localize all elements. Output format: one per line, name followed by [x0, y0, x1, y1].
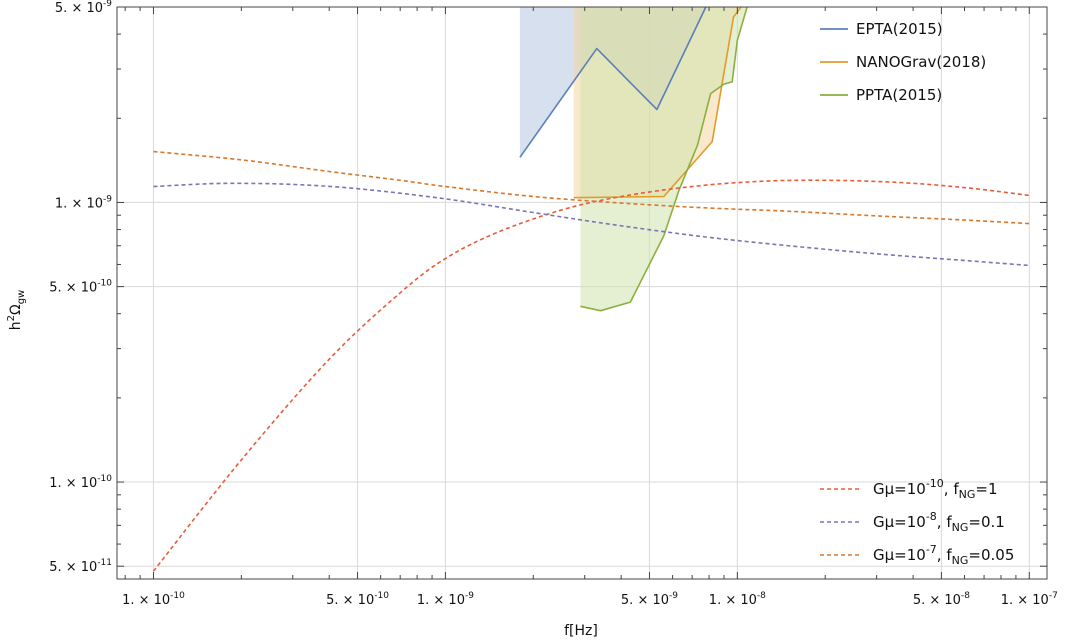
tick-mantissa: 5. × 10: [326, 593, 374, 608]
tick-exponent: -7: [1049, 591, 1058, 601]
x-tick-label: 1. × 10-7: [1001, 591, 1058, 608]
legend-label-end: =0.05: [968, 546, 1014, 564]
legend-label-end: =0.1: [968, 513, 1004, 531]
tick-mantissa: 1. × 10: [1001, 593, 1049, 608]
legend-label: Gμ=10-7, fNG=0.05: [873, 543, 1014, 567]
x-tick-label: 1. × 10-8: [709, 591, 766, 608]
y-tick-label: 1. × 10-10: [49, 474, 112, 491]
legend-label-sub: NG: [959, 488, 976, 501]
legend-label-end: =1: [975, 480, 997, 498]
tick-mantissa: 1. × 10: [417, 593, 465, 608]
legend-label-exp: -7: [926, 543, 937, 556]
legend-label: Gμ=10-8, fNG=0.1: [873, 510, 1005, 534]
tick-exponent: -10: [97, 279, 112, 289]
tick-exponent: -9: [669, 591, 678, 601]
legend-label-main: Gμ=10: [873, 480, 926, 498]
model-lines: [152, 150, 1030, 572]
tick-exponent: -8: [757, 591, 766, 601]
tick-labels: 1. × 10-10 5. × 10-10 1. × 10-9 5. × 10-9 1.…: [49, 0, 1058, 608]
model-curve: [153, 182, 1030, 267]
legend-label-rest: , f: [937, 546, 953, 564]
y-axis-label-omega: Ω: [8, 304, 24, 315]
legend-label-sub: NG: [952, 554, 969, 567]
sensitivity-line: [519, 6, 707, 158]
tick-mantissa: 1. × 10: [709, 593, 757, 608]
y-axis-label: h2Ωgw: [6, 290, 27, 330]
legend-label: EPTA(2015): [856, 20, 943, 38]
y-tick-label: 5. × 10-10: [49, 279, 112, 296]
tick-mantissa: 5. × 10: [621, 593, 669, 608]
ticks: [117, 6, 1047, 579]
tick-exponent: -9: [103, 0, 112, 9]
x-tick-label: 5. × 10-10: [326, 591, 389, 608]
model-curve: [152, 179, 1030, 572]
legend-label-main: Gμ=10: [873, 546, 926, 564]
tick-mantissa: 5. × 10: [49, 281, 97, 296]
tick-exponent: -10: [170, 591, 185, 601]
y-tick-label: 5. × 10-9: [55, 0, 112, 16]
sensitivity-line: [580, 6, 748, 312]
x-axis-label: f[Hz]: [564, 623, 598, 639]
legend-models: Gμ=10-10, fNG=1Gμ=10-8, fNG=0.1Gμ=10-7, …: [820, 477, 1014, 567]
sensitivity-fills: [519, 7, 748, 311]
sensitivity-line: [573, 6, 742, 199]
y-axis-label-sup: 2: [6, 315, 17, 321]
x-tick-label: 5. × 10-8: [913, 591, 970, 608]
y-tick-label: 1. × 10-9: [55, 194, 112, 211]
tick-mantissa: 1. × 10: [55, 196, 103, 211]
tick-exponent: -9: [465, 591, 474, 601]
tick-exponent: -10: [97, 474, 112, 484]
tick-mantissa: 5. × 10: [55, 1, 103, 16]
y-tick-label: 5. × 10-11: [49, 558, 112, 575]
tick-mantissa: 5. × 10: [49, 560, 97, 575]
y-axis-label-base: h: [8, 321, 24, 330]
legend-label: NANOGrav(2018): [856, 53, 986, 71]
tick-exponent: -9: [103, 194, 112, 204]
legend-label-exp: -10: [926, 477, 944, 490]
legend-label-rest: , f: [937, 513, 953, 531]
x-tick-label: 1. × 10-10: [122, 591, 185, 608]
tick-mantissa: 1. × 10: [49, 476, 97, 491]
legend-label: Gμ=10-10, fNG=1: [873, 477, 998, 501]
sensitivity-fill: [580, 7, 748, 311]
legend-sensitivity: EPTA(2015) NANOGrav(2018) PPTA(2015): [820, 20, 986, 104]
model-curve: [153, 150, 1030, 225]
plot-frame: [116, 6, 1048, 580]
legend-label-main: Gμ=10: [873, 513, 926, 531]
legend-label-rest: , f: [944, 480, 960, 498]
tick-exponent: -11: [97, 558, 112, 568]
y-axis-label-sub: gw: [16, 290, 27, 305]
x-tick-label: 1. × 10-9: [417, 591, 474, 608]
tick-exponent: -8: [961, 591, 970, 601]
legend-label: PPTA(2015): [856, 86, 942, 104]
tick-exponent: -10: [374, 591, 389, 601]
x-tick-label: 5. × 10-9: [621, 591, 678, 608]
legend-label-sub: NG: [952, 521, 969, 534]
tick-mantissa: 5. × 10: [913, 593, 961, 608]
legend-label-exp: -8: [926, 510, 937, 523]
sensitivity-lines: [519, 6, 748, 312]
tick-mantissa: 1. × 10: [122, 593, 170, 608]
plot-border: [116, 6, 1048, 580]
